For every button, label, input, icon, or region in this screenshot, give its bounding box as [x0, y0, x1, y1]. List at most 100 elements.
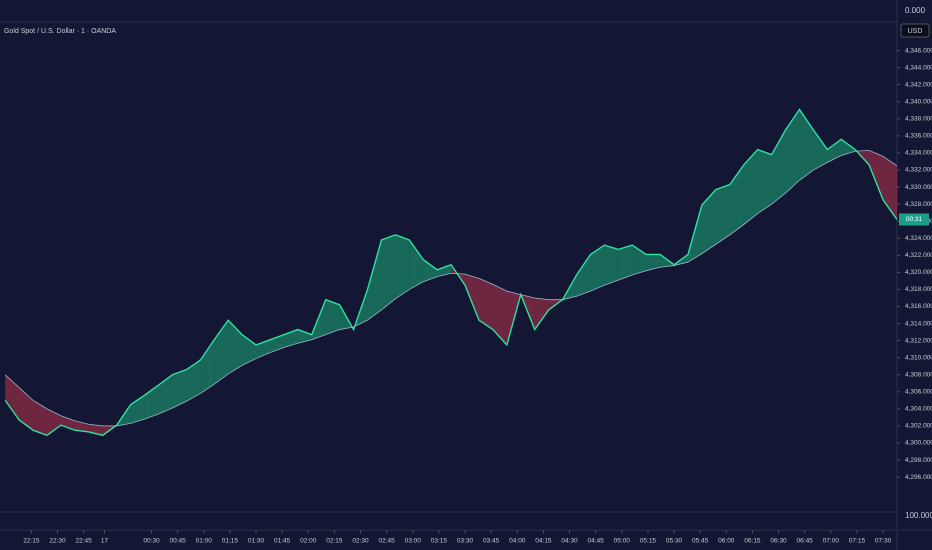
y-tick-label: 4,340.000 [905, 98, 932, 105]
x-tick-label: 06:15 [744, 538, 761, 545]
band-fill [729, 164, 744, 235]
y-tick-label: 4,346.000 [905, 47, 932, 54]
x-tick-label: 00:30 [143, 538, 160, 545]
band-fill [47, 408, 61, 436]
y-tick-label: 4,318.000 [905, 286, 932, 293]
band-fill [604, 245, 619, 286]
band-fill [437, 264, 452, 277]
y-tick-label: 4,300.000 [905, 440, 932, 447]
chart-title: Gold Spot / U.S. Dollar · 1 · OANDA [4, 28, 116, 35]
band-fill [869, 150, 884, 200]
band-fill [19, 387, 34, 431]
y-tick-label: 4,314.000 [905, 320, 932, 327]
band-fill [297, 329, 312, 344]
band-fill [214, 320, 229, 385]
band-fill [395, 234, 410, 299]
x-tick-label: 05:30 [666, 538, 683, 545]
band-fill [186, 360, 201, 402]
y-tick-label: 4,342.000 [905, 81, 932, 88]
y-tick-label: 4,298.000 [905, 457, 932, 464]
y-tick-label: 4,338.000 [905, 116, 932, 123]
x-tick-label: 01:45 [274, 538, 291, 545]
x-tick-label: 22:15 [23, 538, 40, 545]
y-tick-label: 4,304.000 [905, 406, 932, 413]
plot-area [4, 108, 897, 437]
band-fill [813, 129, 828, 171]
x-tick-label: 03:15 [431, 538, 448, 545]
y-tick-label: 4,324.000 [905, 235, 932, 242]
y-tick-label: 4,302.000 [905, 423, 932, 430]
series-line [4, 149, 897, 427]
band-fill [618, 245, 633, 281]
y-tick-label: 4,306.000 [905, 389, 932, 396]
x-tick-label: 05:15 [640, 538, 657, 545]
y-tick-label: 4,344.000 [905, 64, 932, 71]
y-tick-label: 4,330.000 [905, 184, 932, 191]
currency: USD [908, 28, 923, 35]
y-tick-label: 4,316.000 [905, 303, 932, 310]
band-fill [409, 239, 424, 290]
band-fill [158, 374, 173, 415]
x-tick-label: 01:15 [222, 538, 239, 545]
band-fill [771, 129, 786, 205]
last-price-badge [899, 213, 929, 226]
band-fill [478, 278, 493, 330]
x-tick-label: 06:30 [770, 538, 787, 545]
band-fill [534, 297, 549, 330]
y-tick-label: 4,334.000 [905, 150, 932, 157]
x-tick-label: 07:15 [849, 538, 866, 545]
y-tick-label: 4,320.000 [905, 269, 932, 276]
x-tick-label: 22:30 [49, 538, 66, 545]
x-tick-label: 04:15 [535, 538, 552, 545]
x-tick-label: 04:30 [561, 538, 578, 545]
band-fill [715, 184, 730, 245]
x-tick-label: 17 [101, 538, 109, 545]
x-tick-label: 04:00 [509, 538, 526, 545]
x-tick-label: 22:45 [75, 538, 92, 545]
band-fill [60, 415, 75, 431]
band-fill [200, 339, 215, 394]
y-tick-label: 4,322.000 [905, 252, 932, 259]
x-tick-label: 07:30 [875, 538, 892, 545]
x-tick-label: 02:15 [326, 538, 343, 545]
x-tick-label: 07:00 [823, 538, 840, 545]
x-tick-label: 01:30 [248, 538, 265, 545]
band-fill [367, 239, 382, 321]
band-fill [785, 109, 800, 194]
countdown: 00:31 [906, 216, 923, 223]
bottom-pane-value: 100.000 [905, 511, 932, 520]
band-fill [701, 189, 716, 254]
y-tick-label: 4,332.000 [905, 167, 932, 174]
x-tick-label: 00:45 [170, 538, 187, 545]
band-fill [465, 274, 479, 321]
x-tick-label: 03:30 [457, 538, 474, 545]
x-tick-label: 05:45 [692, 538, 709, 545]
y-tick-label: 4,308.000 [905, 371, 932, 378]
band-fill [381, 234, 396, 310]
band-fill [827, 139, 842, 163]
x-tick-label: 03:00 [405, 538, 422, 545]
x-tick-label: 05:00 [614, 538, 631, 545]
band-fill [325, 299, 340, 335]
series-line [4, 108, 897, 437]
band-fill [743, 149, 758, 225]
y-tick-label: 4,310.000 [905, 354, 932, 361]
x-tick-label: 02:30 [352, 538, 369, 545]
band-fill [492, 284, 507, 345]
band-fill [646, 254, 661, 271]
currency-badge[interactable] [900, 23, 930, 38]
band-fill [33, 400, 48, 436]
band-fill [841, 139, 856, 156]
y-tick-label: 4,312.000 [905, 337, 932, 344]
band-fill [757, 149, 772, 214]
x-tick-label: 06:45 [797, 538, 814, 545]
y-tick-label: 4,296.000 [905, 474, 932, 481]
band-fill [799, 109, 814, 181]
x-tick-label: 06:00 [718, 538, 735, 545]
top-pane-value: 0.000 [905, 6, 926, 15]
x-tick-label: 01:00 [196, 538, 213, 545]
y-tick-label: 4,328.000 [905, 201, 932, 208]
band-fill [5, 374, 20, 420]
